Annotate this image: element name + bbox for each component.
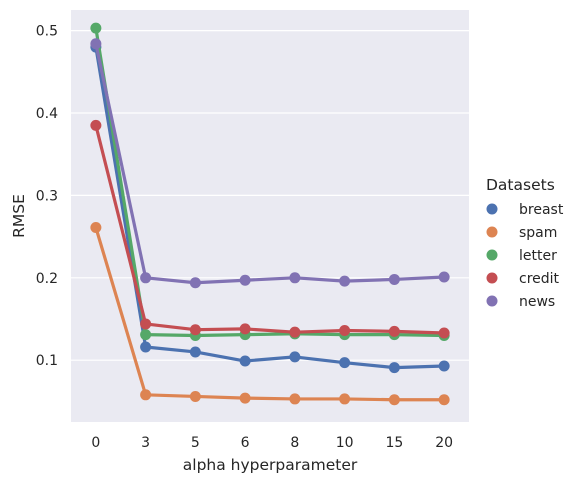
x-tick-label: 5 (191, 435, 200, 451)
data-point-spam (339, 393, 351, 405)
data-point-breast (289, 351, 301, 363)
series-news (90, 38, 450, 289)
y-tick-label: 0.2 (36, 271, 58, 287)
y-tick-label: 0.3 (36, 188, 58, 204)
x-tick-label: 15 (385, 435, 403, 451)
series-group (90, 22, 450, 406)
plot-background (71, 10, 469, 422)
data-point-credit (239, 323, 251, 335)
data-point-letter (90, 22, 102, 34)
data-point-credit (388, 325, 400, 337)
data-point-spam (438, 394, 450, 406)
data-point-credit (339, 325, 351, 337)
x-tick-label: 10 (336, 435, 354, 451)
legend: Datasets breast spam letter credit news (486, 176, 564, 310)
data-point-spam (140, 389, 152, 401)
legend-marker-credit (486, 272, 498, 284)
data-point-credit (140, 318, 152, 330)
series-line-letter (94, 26, 446, 338)
legend-label-news: news (519, 294, 555, 310)
y-axis-title: RMSE (10, 194, 28, 238)
y-tick-label: 0.1 (36, 353, 58, 369)
data-point-letter (140, 329, 152, 341)
data-point-news (438, 271, 450, 283)
y-tick-labels: 0.1 0.2 0.3 0.4 0.5 (36, 24, 58, 370)
series-breast (90, 41, 450, 374)
legend-marker-news (486, 295, 498, 307)
series-spam (90, 222, 450, 406)
data-point-news (388, 273, 400, 285)
x-axis-title: alpha hyperparameter (183, 456, 358, 474)
data-point-credit (438, 327, 450, 339)
x-tick-label: 8 (290, 435, 299, 451)
series-credit (90, 119, 450, 339)
x-tick-labels: 0 3 5 6 8 10 15 20 (91, 435, 453, 451)
data-point-news (90, 38, 102, 50)
data-point-breast (140, 341, 152, 353)
series-line-spam (94, 225, 446, 402)
data-point-spam (90, 222, 102, 234)
legend-label-breast: breast (519, 202, 564, 218)
legend-label-spam: spam (519, 225, 557, 241)
data-point-breast (239, 355, 251, 367)
x-tick-label: 0 (91, 435, 100, 451)
legend-marker-letter (486, 249, 498, 261)
data-point-news (189, 277, 201, 289)
legend-label-credit: credit (519, 271, 560, 287)
legend-label-letter: letter (519, 248, 557, 264)
data-point-breast (438, 360, 450, 372)
series-line-credit (94, 123, 446, 335)
data-point-spam (289, 393, 301, 405)
data-point-breast (339, 357, 351, 369)
data-point-news (339, 275, 351, 287)
data-point-news (289, 272, 301, 284)
data-point-spam (239, 392, 251, 404)
data-point-credit (189, 324, 201, 336)
data-point-credit (289, 326, 301, 338)
legend-marker-breast (486, 203, 498, 215)
data-point-spam (189, 390, 201, 402)
series-line-news (94, 42, 446, 285)
x-tick-label: 3 (141, 435, 150, 451)
y-tick-label: 0.5 (36, 24, 58, 40)
data-point-news (239, 274, 251, 286)
legend-title: Datasets (486, 176, 555, 194)
data-point-breast (388, 362, 400, 374)
y-tick-label: 0.4 (36, 106, 58, 122)
x-tick-label: 6 (241, 435, 250, 451)
data-point-news (140, 272, 152, 284)
x-tick-label: 20 (435, 435, 453, 451)
data-point-credit (90, 119, 102, 131)
data-point-breast (189, 346, 201, 358)
data-point-spam (388, 394, 400, 406)
legend-marker-spam (486, 226, 498, 238)
series-line-breast (94, 45, 446, 370)
